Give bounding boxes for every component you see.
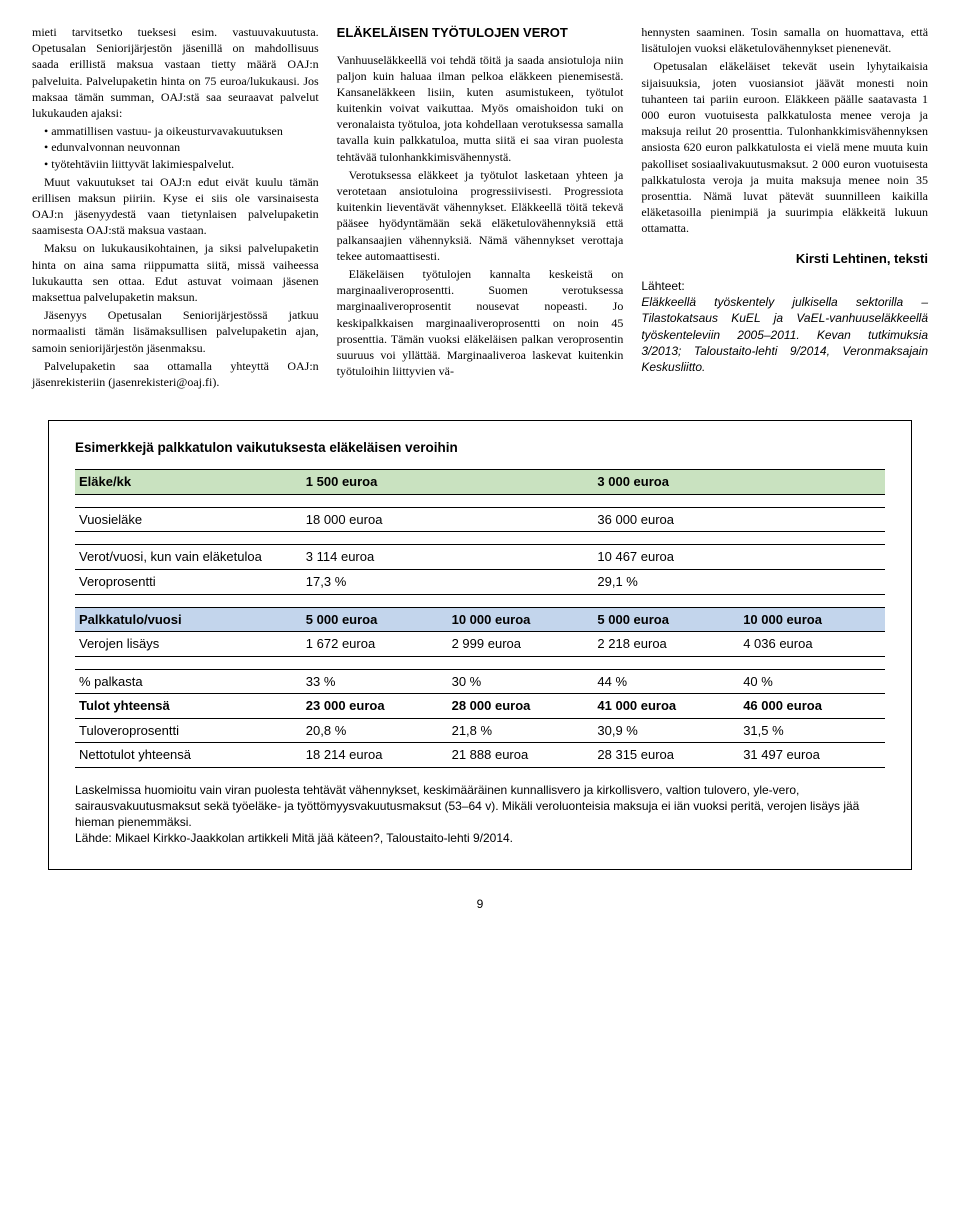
table-cell: % palkasta xyxy=(75,669,302,693)
body-text: Opetusalan eläkeläiset tekevät usein lyh… xyxy=(641,58,928,236)
table-footnote: Laskelmissa huomioitu vain viran puolest… xyxy=(75,782,885,847)
table-cell: 21 888 euroa xyxy=(448,743,594,767)
table-cell: 23 000 euroa xyxy=(302,694,448,718)
table-row: % palkasta 33 % 30 % 44 % 40 % xyxy=(75,669,885,693)
table-cell: 3 000 euroa xyxy=(593,470,885,494)
body-text: Eläkeläisen työtulojen kannalta keskeist… xyxy=(337,266,624,379)
table-cell: 21,8 % xyxy=(448,718,594,742)
table-cell: Verojen lisäys xyxy=(75,632,302,656)
table-cell: 2 218 euroa xyxy=(593,632,739,656)
table-cell: 30,9 % xyxy=(593,718,739,742)
list-item: ammatillisen vastuu- ja oikeusturvavakuu… xyxy=(44,123,319,139)
table-cell: Eläke/kk xyxy=(75,470,302,494)
byline: Kirsti Lehtinen, teksti xyxy=(641,250,928,268)
table-cell: 18 214 euroa xyxy=(302,743,448,767)
table-header-row: Eläke/kk 1 500 euroa 3 000 euroa xyxy=(75,470,885,494)
body-text: hennysten saaminen. Tosin samalla on huo… xyxy=(641,24,928,56)
table-cell: Vuosieläke xyxy=(75,507,302,531)
table-cell: Veroprosentti xyxy=(75,569,302,593)
body-text: mieti tarvitsetko tueksesi esim. vastuuv… xyxy=(32,24,319,121)
table-row: Tuloveroprosentti 20,8 % 21,8 % 30,9 % 3… xyxy=(75,718,885,742)
table-cell: 31,5 % xyxy=(739,718,885,742)
table-row: Verot/vuosi, kun vain eläketuloa 3 114 e… xyxy=(75,545,885,569)
column-1: mieti tarvitsetko tueksesi esim. vastuuv… xyxy=(32,24,319,392)
table-cell: 17,3 % xyxy=(302,569,594,593)
table-cell: 28 315 euroa xyxy=(593,743,739,767)
table-cell: 46 000 euroa xyxy=(739,694,885,718)
table-cell: 30 % xyxy=(448,669,594,693)
tax-table: Eläke/kk 1 500 euroa 3 000 euroa Vuosiel… xyxy=(75,469,885,767)
footnote-text: Laskelmissa huomioitu vain viran puolest… xyxy=(75,782,885,831)
table-cell: Palkkatulo/vuosi xyxy=(75,607,302,631)
table-cell: 40 % xyxy=(739,669,885,693)
table-cell: 1 672 euroa xyxy=(302,632,448,656)
sources-label: Lähteet: xyxy=(641,278,928,294)
table-cell: 1 500 euroa xyxy=(302,470,594,494)
column-2: ELÄKELÄISEN TYÖTULOJEN VEROT Vanhuuseläk… xyxy=(337,24,624,392)
table-cell: Nettotulot yhteensä xyxy=(75,743,302,767)
table-row: Palkkatulo/vuosi 5 000 euroa 10 000 euro… xyxy=(75,607,885,631)
list-item: edunvalvonnan neuvonnan xyxy=(44,139,319,155)
list-item: työtehtäviin liittyvät lakimiespalvelut. xyxy=(44,156,319,172)
sources-text: Eläkkeellä työskentely julkisella sektor… xyxy=(641,294,928,375)
body-text: Maksu on lukukausikohtainen, ja siksi pa… xyxy=(32,240,319,305)
table-cell: 28 000 euroa xyxy=(448,694,594,718)
table-cell: Tuloveroprosentti xyxy=(75,718,302,742)
table-cell: 29,1 % xyxy=(593,569,885,593)
body-text: Verotuksessa eläkkeet ja työtulot lasket… xyxy=(337,167,624,264)
sources: Lähteet: Eläkkeellä työskentely julkisel… xyxy=(641,278,928,375)
table-title: Esimerkkejä palkkatulon vaikutuksesta el… xyxy=(75,439,885,457)
table-cell: 44 % xyxy=(593,669,739,693)
table-cell: 33 % xyxy=(302,669,448,693)
body-text: Vanhuuseläkkeellä voi tehdä töitä ja saa… xyxy=(337,52,624,165)
table-row: Veroprosentti 17,3 % 29,1 % xyxy=(75,569,885,593)
body-text: Jäsenyys Opetusalan Seniorijärjestössä j… xyxy=(32,307,319,356)
body-text: Muut vakuutukset tai OAJ:n edut eivät ku… xyxy=(32,174,319,239)
table-cell: 10 000 euroa xyxy=(739,607,885,631)
table-row: Tulot yhteensä 23 000 euroa 28 000 euroa… xyxy=(75,694,885,718)
column-3: hennysten saaminen. Tosin samalla on huo… xyxy=(641,24,928,392)
table-cell: Tulot yhteensä xyxy=(75,694,302,718)
table-cell: 5 000 euroa xyxy=(593,607,739,631)
body-text: Palvelupaketin saa ottamalla yhteyttä OA… xyxy=(32,358,319,390)
table-cell: 10 000 euroa xyxy=(448,607,594,631)
footnote-source: Lähde: Mikael Kirkko-Jaakkolan artikkeli… xyxy=(75,830,885,846)
text-columns: mieti tarvitsetko tueksesi esim. vastuuv… xyxy=(32,24,928,392)
bullet-list: ammatillisen vastuu- ja oikeusturvavakuu… xyxy=(32,123,319,172)
table-cell: 5 000 euroa xyxy=(302,607,448,631)
table-cell: 31 497 euroa xyxy=(739,743,885,767)
page-number: 9 xyxy=(32,896,928,912)
table-cell: 18 000 euroa xyxy=(302,507,594,531)
table-cell: 41 000 euroa xyxy=(593,694,739,718)
section-heading: ELÄKELÄISEN TYÖTULOJEN VEROT xyxy=(337,24,624,42)
table-cell: 3 114 euroa xyxy=(302,545,594,569)
table-row: Nettotulot yhteensä 18 214 euroa 21 888 … xyxy=(75,743,885,767)
table-cell: 20,8 % xyxy=(302,718,448,742)
table-cell: 4 036 euroa xyxy=(739,632,885,656)
table-cell: 36 000 euroa xyxy=(593,507,885,531)
table-cell: Verot/vuosi, kun vain eläketuloa xyxy=(75,545,302,569)
table-cell: 2 999 euroa xyxy=(448,632,594,656)
table-cell: 10 467 euroa xyxy=(593,545,885,569)
example-table-box: Esimerkkejä palkkatulon vaikutuksesta el… xyxy=(48,420,912,869)
table-row: Vuosieläke 18 000 euroa 36 000 euroa xyxy=(75,507,885,531)
table-row: Verojen lisäys 1 672 euroa 2 999 euroa 2… xyxy=(75,632,885,656)
